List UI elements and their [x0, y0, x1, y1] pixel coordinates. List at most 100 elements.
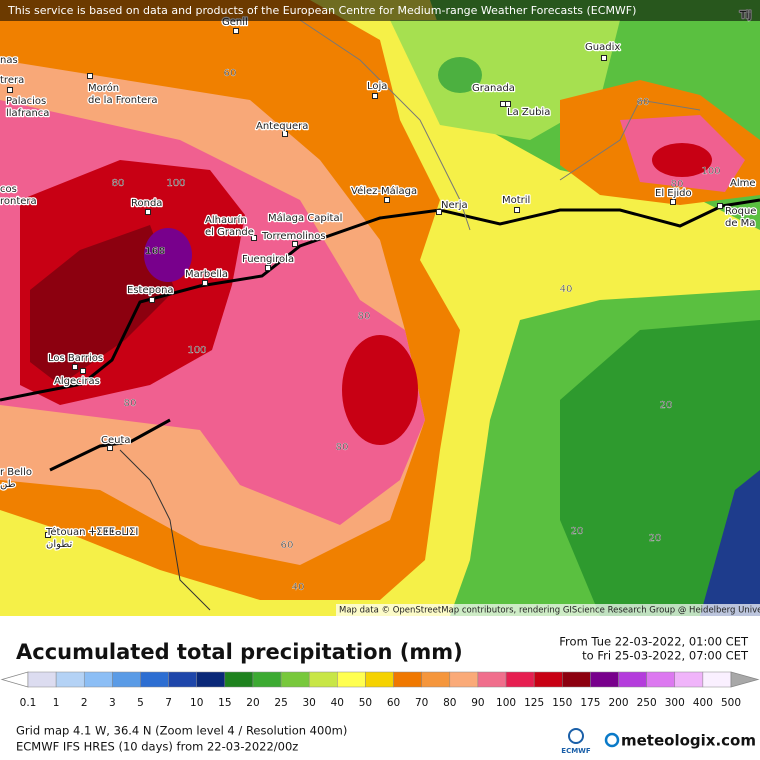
- place-label: Tétouan ⵜⵉⵟⵟⴰⵡⵉⵏ: [45, 526, 138, 538]
- legend-title: Accumulated total precipitation (mm): [16, 640, 463, 664]
- legend-label: 70: [415, 697, 428, 709]
- place-label: Málaga Capital: [268, 212, 342, 224]
- place-dot: [372, 93, 378, 99]
- legend-swatch: [337, 671, 366, 688]
- legend-label: 500: [721, 697, 741, 709]
- place-dot: [282, 131, 288, 137]
- place-label: Ronda: [131, 198, 162, 209]
- place-label: Ceuta: [101, 435, 131, 446]
- place-label: Antequera: [256, 121, 308, 132]
- contour-label: 80: [336, 442, 349, 453]
- legend-swatch: [140, 671, 169, 688]
- place-label: تطوان: [46, 539, 72, 550]
- contour-label: 80: [358, 311, 371, 322]
- legend-arrow: [0, 671, 29, 688]
- place-dot: [107, 445, 113, 451]
- legend-label: 125: [524, 697, 544, 709]
- contour-label: 20: [571, 526, 584, 537]
- legend-swatch: [505, 671, 535, 688]
- place-dot: [500, 101, 506, 107]
- place-dot: [72, 364, 78, 370]
- brand: meteologix.com: [621, 732, 756, 750]
- legend-swatch: [562, 671, 591, 688]
- place-dot: [202, 280, 208, 286]
- legend-swatch: [477, 671, 507, 688]
- legend-swatch: [280, 671, 310, 688]
- place-label: Roque: [725, 206, 756, 217]
- field: [652, 143, 712, 177]
- place-label: trera: [0, 75, 24, 86]
- grid-info: Grid map 4.1 W, 36.4 N (Zoom level 4 / R…: [16, 724, 347, 738]
- place-label: de la Frontera: [88, 95, 157, 106]
- period: to Fri 25-03-2022, 07:00 CET: [582, 649, 749, 663]
- legend-swatch: [55, 671, 85, 688]
- legend-arrow: [730, 671, 760, 688]
- place-dot: [80, 368, 86, 374]
- place-label: nas: [0, 55, 18, 66]
- legend-swatch: [533, 671, 563, 688]
- legend-label: 175: [580, 697, 600, 709]
- legend-label: 400: [693, 697, 713, 709]
- legend-swatch: [646, 671, 676, 688]
- place-dot: [7, 87, 13, 93]
- place-dot: [149, 297, 155, 303]
- contour-label: 60: [281, 540, 294, 551]
- place-dot: [292, 241, 298, 247]
- legend-label: 1: [53, 697, 60, 709]
- place-dot: [717, 203, 723, 209]
- legend-label: 250: [637, 697, 657, 709]
- legend-swatch: [196, 671, 226, 688]
- brand-logo: [604, 732, 620, 748]
- contour-label: 40: [292, 582, 305, 593]
- place-label: Granada: [472, 83, 515, 94]
- legend-swatch: [590, 671, 619, 688]
- place-dot: [670, 199, 676, 205]
- place-label: Fuengirola: [242, 254, 294, 265]
- legend-swatch: [674, 671, 704, 688]
- place-label: Marbella: [185, 269, 228, 280]
- contour-label: 100: [701, 166, 720, 177]
- legend-label: 15: [218, 697, 231, 709]
- contour-label: 80: [112, 178, 125, 189]
- period: From Tue 22-03-2022, 01:00 CET: [559, 635, 749, 649]
- contour-label: 20: [649, 533, 662, 544]
- coast-road: [49, 418, 171, 472]
- legend-label: 300: [665, 697, 685, 709]
- legend-label: 25: [274, 697, 287, 709]
- contour-label: 80: [124, 398, 137, 409]
- legend: 0.1 1 2 3 5 7 10 15 20 25 30 40 50 60 70 80 90 100 125 150 1…: [0, 671, 760, 709]
- contour-label: 60: [224, 68, 237, 79]
- legend-swatch: [83, 671, 113, 688]
- place-label: el Grande: [205, 227, 254, 238]
- place-label: r Bello: [0, 467, 32, 478]
- legend-swatch: [168, 671, 197, 688]
- attribution: Map data © OpenStreetMap contributors, r…: [339, 606, 760, 616]
- place-label: Vélez-Málaga: [351, 185, 417, 197]
- place-label: Estepona: [127, 285, 174, 296]
- place-label: Algeciras: [54, 376, 100, 387]
- place-dot: [145, 209, 151, 215]
- legend-swatch: [308, 671, 338, 688]
- place-dot: [514, 207, 520, 213]
- place-dot: [45, 532, 51, 538]
- field: [30, 225, 175, 385]
- legend-swatch: [421, 671, 451, 688]
- legend-label: 60: [387, 697, 400, 709]
- contour-label: 100: [166, 178, 185, 189]
- field: [144, 228, 192, 282]
- ecmwf-label: ECMWF: [561, 747, 591, 755]
- place-label: Nerja: [441, 200, 468, 211]
- place-label: rontera: [0, 196, 37, 207]
- contour-label: 100: [187, 345, 206, 356]
- place-label: Loja: [367, 81, 387, 92]
- place-label: Guadix: [585, 42, 620, 53]
- place-label: El Ejido: [655, 188, 692, 199]
- legend-label: 7: [165, 697, 172, 709]
- legend-label: 2: [81, 697, 88, 709]
- legend-label: 30: [303, 697, 316, 709]
- legend-label: 90: [471, 697, 484, 709]
- legend-label: 10: [190, 697, 203, 709]
- place-dot: [505, 101, 511, 107]
